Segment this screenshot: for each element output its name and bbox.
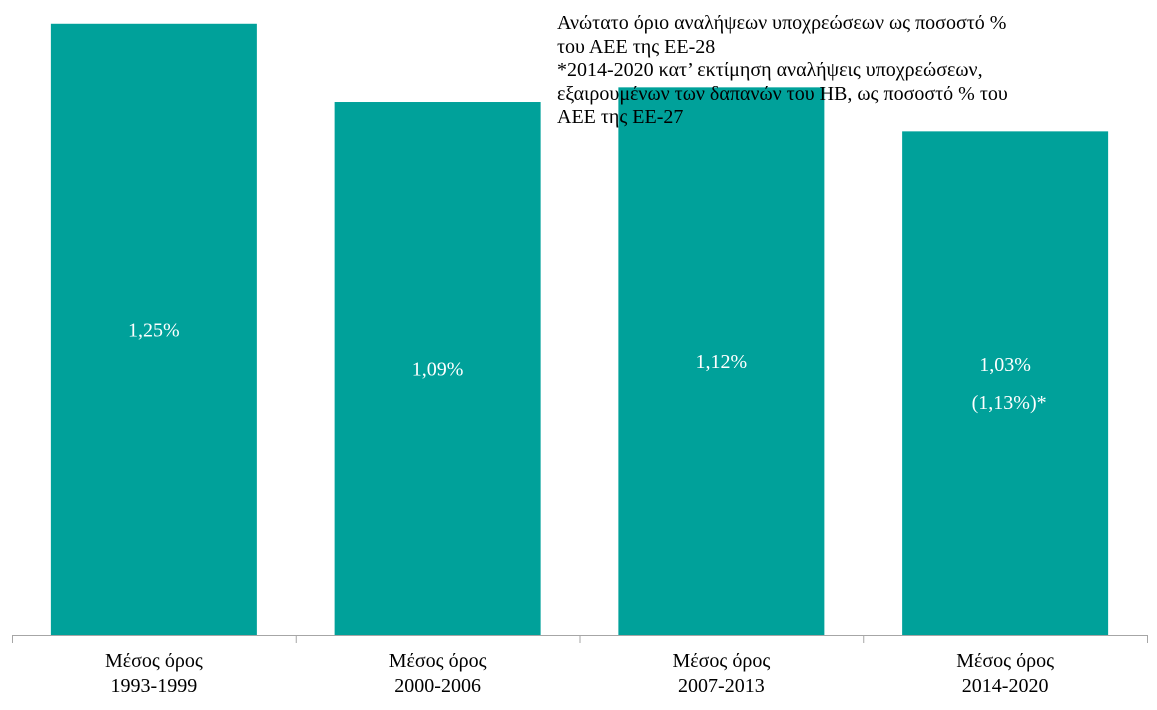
category-label: Μέσος όρος [672, 650, 770, 672]
category-label: 2007-2013 [678, 675, 765, 697]
bar [50, 23, 257, 635]
annotation-line: *2014-2020 κατ’ εκτίμηση αναλήψεις υποχρ… [557, 59, 983, 81]
data-labels-group: 1,25% 1,09% 1,12% 1,03% (1,13%)* [128, 319, 1047, 414]
category-labels-group: Μέσος όρος 1993-1999 Μέσος όρος 2000-2006 Μέ… [105, 650, 1054, 697]
annotation-line: Ανώτατο όριο αναλήψεων υποχρεώσεων ως πο… [557, 12, 1007, 34]
chart-annotation: Ανώτατο όριο αναλήψεων υποχρεώσεων ως πο… [557, 12, 1153, 130]
annotation-line: ΑΕΕ της ΕΕ-27 [557, 106, 684, 128]
data-label: 1,03% [979, 354, 1031, 376]
category-label: Μέσος όρος [956, 650, 1054, 672]
data-label: (1,13%)* [972, 392, 1047, 414]
bars-group [50, 23, 1109, 636]
data-label: 1,12% [696, 351, 748, 373]
data-label: 1,25% [128, 319, 180, 341]
category-label: 2000-2006 [394, 675, 481, 697]
x-axis [12, 635, 1148, 643]
bar [902, 131, 1109, 636]
bar [618, 87, 825, 636]
bar [334, 102, 541, 635]
data-label: 1,09% [412, 359, 464, 381]
category-label: 2014-2020 [962, 675, 1049, 697]
category-label: Μέσος όρος [389, 650, 487, 672]
category-label: Μέσος όρος [105, 650, 203, 672]
category-label: 1993-1999 [111, 675, 198, 697]
annotation-line: εξαιρουμένων των δαπανών του ΗΒ, ως ποσο… [557, 82, 1008, 105]
annotation-line: του ΑΕΕ της ΕΕ-28 [557, 35, 716, 58]
